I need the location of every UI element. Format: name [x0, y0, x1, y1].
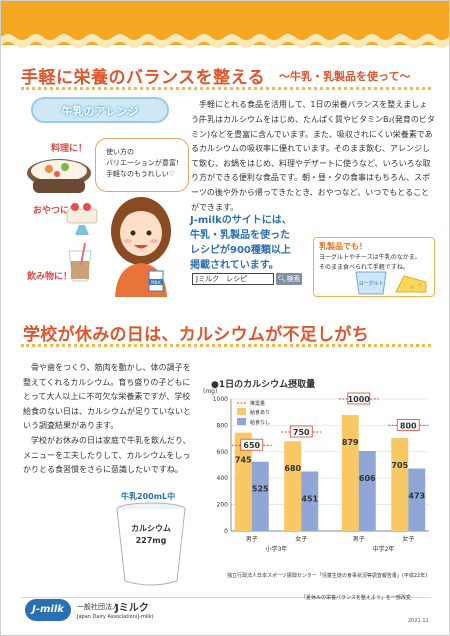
section1-subtitle: 〜牛乳・乳製品を使って〜 [279, 70, 411, 83]
bar-without-lunch [251, 461, 269, 531]
org-name: Jミルク [115, 603, 149, 614]
girl-with-milk-illustration: MILK [111, 197, 171, 297]
bar-with-lunch [341, 414, 359, 531]
chart-source: 独立行政法人日本スポーツ振興センター「児童生徒の食事状況等調査報告書」(平成22… [227, 573, 428, 579]
arrange-badge-label: 牛乳のアレンジ [61, 105, 139, 118]
section1-title: 手軽に栄養のバランスを整える [21, 68, 266, 88]
recommended-box [240, 438, 264, 451]
tag-snack: おやつに！ [33, 206, 79, 216]
bar-without-lunch [358, 451, 376, 531]
section2-dotted-divider [21, 344, 431, 347]
legend-label: 給食なし [250, 419, 270, 426]
y-tick-label: 600 [217, 449, 229, 456]
section2-paragraph-1: 骨や歯をつくり、筋肉を動かし、体の調子を整えてくれるカルシウム。育ち盛りの子ども… [23, 363, 191, 431]
recipe-search-button[interactable]: 🔍︎検索 [276, 273, 302, 285]
milk-glass-illustration: カルシウム 227mg [116, 502, 186, 586]
legend-swatch [237, 408, 246, 415]
y-tick-label: 0 [224, 528, 228, 535]
bar-value-label: 451 [301, 494, 318, 503]
legend-swatch [237, 418, 246, 425]
promo-line-1: J-milkのサイトには、 [190, 215, 292, 226]
section2-title: 学校が休みの日は、カルシウムが不足しがち [23, 325, 369, 345]
bubble-line-2: バリエーションが豊富! [106, 159, 179, 167]
bubble-line-1: 使い方の [106, 148, 134, 156]
yogurt-cheese-illustration: ヨーグルト [355, 271, 427, 295]
section1-paragraph-1: 手軽にとれる食品を活用して、1日の栄養バランスを整えましょう。 [191, 100, 428, 124]
milk-carton-label: MILK [151, 280, 161, 285]
promo-line-3: レシピが900種類以上 [190, 245, 291, 256]
y-tick-label: 200 [217, 502, 229, 509]
speech-bubble: 使い方の バリエーションが豊富! 手軽なのもうれしい♡ [95, 138, 189, 192]
dairy-box-heading: 乳製品でも！ [319, 242, 367, 251]
chart-title: ●1日のカルシウム摂取量 [211, 380, 316, 390]
footer-note: 「夏休みの栄養バランスを整えよう」を一部改変 [301, 595, 411, 601]
x-category-label: 男子 [246, 536, 258, 543]
bar-without-lunch [301, 471, 319, 531]
bar-value-label: 473 [408, 492, 425, 501]
promo-line-4: 掲載されています。 [190, 260, 279, 271]
tag-cooking: 料理に！ [51, 144, 88, 154]
jmilk-recipe-promo: J-milkのサイトには、 牛乳・乳製品を使った レシピが900種類以上 掲載さ… [190, 213, 292, 273]
x-group-label: 小学3年 [266, 545, 288, 553]
bubble-line-3: 手軽なのもうれしい♡ [106, 170, 176, 178]
org-prefix: 一般社団法人 [77, 603, 119, 611]
drink-illustration [68, 242, 92, 282]
recommended-value-label: 800 [400, 421, 417, 430]
recommended-box [396, 419, 420, 431]
hot-pot-illustration [27, 159, 91, 193]
tag-drink: 飲み物に！ [27, 272, 73, 282]
glass-calcium-value: 227mg [136, 536, 167, 545]
x-category-label: 女子 [402, 535, 414, 543]
dessert-illustration [66, 203, 98, 235]
section2-paragraph-2: 学校がお休みの日は家庭で牛乳を飲んだり、メニューを工夫したりして、カルシウムをし… [23, 436, 191, 475]
recommended-value-label: 650 [243, 441, 260, 450]
yogurt-label: ヨーグルト [358, 280, 383, 287]
section1-dotted-divider [21, 87, 431, 90]
dairy-products-box: 乳製品でも！ ヨーグルトやチーズは牛乳のなかま。 そのまま食べられて手軽ですね。… [313, 237, 435, 297]
milk-caption: 牛乳200mL中 [121, 492, 176, 501]
y-axis-unit: (mg) [203, 388, 217, 395]
glass-calcium-label: カルシウム [131, 524, 171, 533]
arrange-badge: 牛乳のアレンジ [31, 97, 169, 123]
x-category-label: 女子 [295, 535, 307, 543]
promo-line-2: 牛乳・乳製品を使った [190, 230, 290, 241]
bar-value-label: 879 [342, 438, 359, 447]
bar-value-label: 680 [284, 464, 301, 473]
bar-value-label: 745 [235, 456, 252, 465]
recommended-value-label: 750 [293, 428, 310, 437]
y-tick-label: 1000 [213, 396, 228, 403]
recommended-box [289, 425, 313, 438]
y-tick-label: 800 [217, 422, 229, 429]
calcium-intake-chart: (mg) 0 200 400 600 800 1000 745 525 650 男子 680 451 75… [203, 388, 429, 553]
bar-value-label: 606 [359, 474, 376, 483]
search-icon: 🔍︎ [277, 275, 287, 283]
legend-recommended-label: 推奨量 [250, 400, 265, 407]
x-group-label: 中学2年 [373, 545, 395, 553]
bar-value-label: 705 [391, 461, 408, 470]
jmilk-logo: J-milk [25, 599, 71, 621]
footer-date: 2021.11 [408, 618, 429, 624]
legend-label: 給食あり [250, 409, 270, 416]
bar-with-lunch [234, 432, 252, 531]
bar-with-lunch [284, 441, 302, 531]
bar-value-label: 525 [252, 485, 269, 494]
section1-paragraph-2: 牛乳はカルシウムをはじめ、たんぱく質やビタミンB₂(発育のビタミン)などを豊富に… [191, 115, 435, 212]
dairy-box-line-1: ヨーグルトやチーズは牛乳のなかま。 [319, 254, 421, 261]
header-wave [1, 31, 449, 48]
recommended-box [347, 392, 371, 405]
recommended-value-label: 1000 [348, 395, 371, 404]
footer-divider [21, 597, 431, 598]
x-category-label: 男子 [353, 536, 365, 543]
bar-without-lunch [408, 468, 426, 531]
search-button-label: 検索 [286, 275, 301, 283]
dairy-box-line-2: そのまま食べられて手軽ですね。 [319, 264, 409, 271]
org-english-name: Japan Dairy Association(J-milk) [77, 614, 154, 620]
y-tick-label: 400 [217, 475, 229, 482]
bar-with-lunch [391, 437, 409, 531]
recipe-search-input[interactable]: Jミルク レシピ [192, 273, 274, 285]
